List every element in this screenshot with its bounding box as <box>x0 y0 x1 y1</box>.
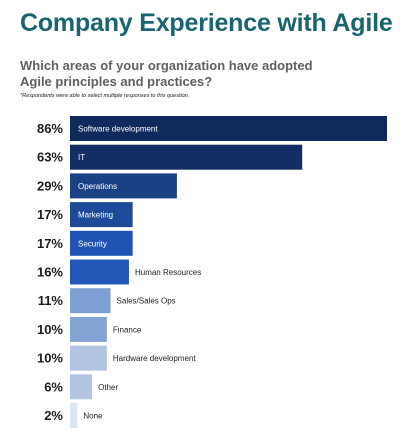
bar-software-development <box>70 116 387 141</box>
value-label-operations: 29% <box>37 178 63 193</box>
category-label-hardware-development: Hardware development <box>113 354 196 363</box>
bar-operations <box>70 173 177 199</box>
value-label-finance: 10% <box>37 322 63 337</box>
bar-human-resources <box>70 259 129 285</box>
bar-security <box>70 230 133 256</box>
category-label-it: IT <box>78 153 85 162</box>
category-label-operations: Operations <box>78 182 117 191</box>
category-label-other: Other <box>98 383 118 392</box>
chart-question: Which areas of your organization have ad… <box>20 58 390 90</box>
bar-marketing <box>70 202 133 228</box>
category-label-software-development: Software development <box>78 125 158 134</box>
question-line-2: Agile principles and practices? <box>20 74 213 89</box>
value-label-none: 2% <box>44 408 63 423</box>
value-label-other: 6% <box>44 379 63 394</box>
value-label-software-development: 86% <box>37 121 63 136</box>
value-label-hardware-development: 10% <box>37 351 63 366</box>
category-label-sales-sales-ops: Sales/Sales Ops <box>117 297 176 306</box>
bar-sales-sales-ops <box>70 288 111 314</box>
category-label-marketing: Marketing <box>78 211 113 220</box>
category-label-finance: Finance <box>113 325 142 334</box>
respondent-note: *Respondents were able to select multipl… <box>20 93 190 99</box>
value-label-marketing: 17% <box>37 207 63 222</box>
bar-hardware-development <box>70 345 107 371</box>
chart-title: Company Experience with Agile <box>20 9 393 37</box>
bar-none <box>70 403 78 428</box>
value-label-security: 17% <box>37 236 63 251</box>
bar-it <box>70 144 303 170</box>
value-label-human-resources: 16% <box>37 265 63 280</box>
category-label-human-resources: Human Resources <box>135 268 201 277</box>
value-label-sales-sales-ops: 11% <box>38 293 64 308</box>
category-label-none: None <box>83 412 103 421</box>
category-label-security: Security <box>78 239 107 248</box>
question-line-1: Which areas of your organization have ad… <box>20 58 313 73</box>
value-label-it: 63% <box>37 150 63 165</box>
bar-finance <box>70 316 107 342</box>
bar-other <box>70 374 93 400</box>
